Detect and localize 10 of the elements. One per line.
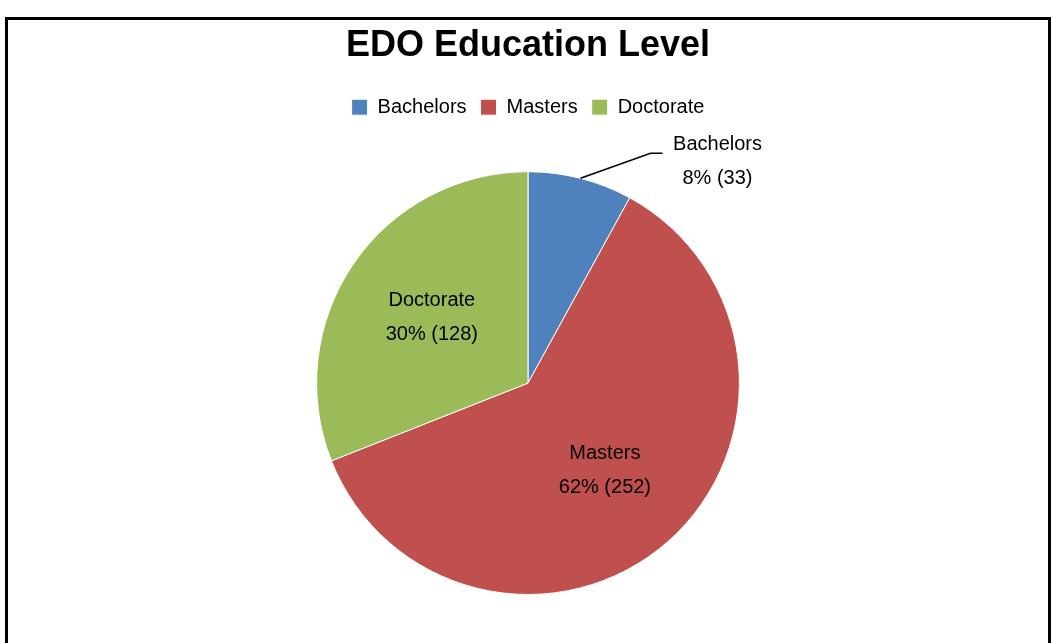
slice-label: Doctorate	[388, 288, 476, 311]
legend-label: Bachelors	[377, 94, 467, 117]
chart-title: EDO Education Level	[345, 22, 711, 64]
data-label: 8% (33)	[682, 165, 753, 188]
data-label: 62% (252)	[558, 474, 652, 497]
data-label: 30% (128)	[385, 322, 478, 345]
slice-label: Masters	[569, 440, 641, 463]
legend-label: Doctorate	[617, 94, 705, 117]
slice-label: Bachelors	[673, 131, 762, 154]
legend-label: Masters	[506, 94, 578, 117]
